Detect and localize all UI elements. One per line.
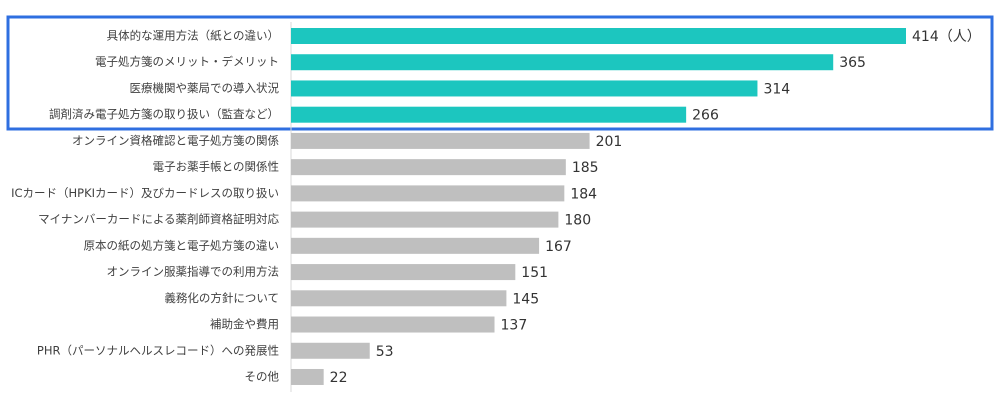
bar xyxy=(291,342,370,359)
category-label: 補助金や費用 xyxy=(210,317,279,331)
bar xyxy=(291,316,495,333)
value-label: 22 xyxy=(330,370,348,386)
category-label: 原本の紙の処方箋と電子処方箋の違い xyxy=(84,238,280,252)
category-label: 義務化の方針について xyxy=(164,291,279,305)
value-label: 184 xyxy=(570,186,597,202)
value-label: 167 xyxy=(545,239,572,255)
value-label: 151 xyxy=(521,265,548,281)
category-label: オンライン服薬指導での利用方法 xyxy=(107,265,280,279)
bar xyxy=(291,264,516,281)
category-label: PHR（パーソナルヘルスレコード）への発展性 xyxy=(37,343,279,357)
highlight-box xyxy=(6,15,994,131)
category-label: その他 xyxy=(245,369,280,383)
value-label: 137 xyxy=(501,318,528,334)
bar xyxy=(291,132,590,149)
value-label: 365 xyxy=(839,55,866,71)
category-label: 電子処方箋のメリット・デメリット xyxy=(95,55,279,69)
value-label: 145 xyxy=(512,291,539,307)
category-label: 電子お薬手帳との関係性 xyxy=(153,160,279,174)
bar xyxy=(291,211,559,228)
category-label: オンライン資格確認と電子処方箋の関係 xyxy=(72,133,279,147)
value-label: 414（人） xyxy=(912,29,981,45)
value-label: 201 xyxy=(596,134,623,150)
bar xyxy=(291,54,834,71)
bar xyxy=(291,80,758,97)
value-label: 180 xyxy=(564,213,591,229)
category-label: 具体的な運用方法（紙との違い） xyxy=(107,29,279,43)
bar xyxy=(291,185,565,202)
category-label: 医療機関や薬局での導入状況 xyxy=(130,81,280,95)
category-label: マイナンバーカードによる薬剤師資格証明対応 xyxy=(38,212,279,226)
bar xyxy=(291,290,507,307)
value-label: 266 xyxy=(692,108,719,124)
category-label: ICカード（HPKIカード）及びカードレスの取り扱い xyxy=(11,186,279,200)
category-label: 調剤済み電子処方箋の取り扱い（監査など） xyxy=(49,107,279,121)
value-label: 53 xyxy=(376,344,394,360)
bar xyxy=(291,106,687,123)
bar xyxy=(291,28,906,44)
value-label: 314 xyxy=(763,81,790,97)
value-label: 185 xyxy=(572,160,599,176)
bar xyxy=(291,159,566,176)
bar xyxy=(291,237,540,254)
bar xyxy=(291,368,324,385)
